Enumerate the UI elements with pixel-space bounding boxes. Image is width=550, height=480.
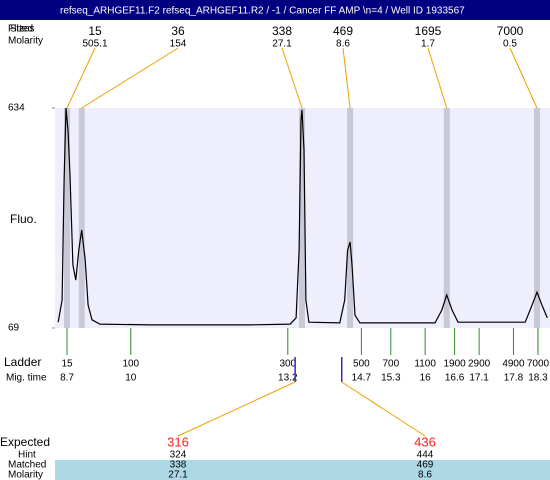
title: refseq_ARHGEF11.F2 refseq_ARHGEF11.R2 / … (60, 6, 465, 17)
peak-size: 1695 (415, 24, 442, 38)
ladder-time: 14.7 (352, 373, 372, 384)
matched-molarity: 8.6 (418, 470, 432, 480)
leader-line (509, 47, 538, 109)
peak-molarity: 1.7 (421, 39, 435, 50)
peak-molarity: 505.1 (82, 39, 107, 50)
peak-molarity: 27.1 (272, 39, 292, 50)
peak-band (443, 108, 450, 328)
leader-line (342, 47, 351, 109)
peak-size: 469 (333, 24, 353, 38)
leader-line (66, 47, 96, 109)
peak-molarity: 8.6 (336, 39, 350, 50)
y-axis-label: Fluo. (10, 212, 37, 226)
ladder-time: 16 (420, 373, 432, 384)
row-label: Matched (8, 460, 46, 471)
peak-size: 36 (171, 24, 185, 38)
row-label: Fitted (8, 24, 33, 35)
peak-size: 338 (272, 24, 292, 38)
matched-size: 338 (170, 460, 187, 471)
peak-band (78, 108, 85, 328)
ladder-size: 700 (382, 359, 399, 370)
peak-size: 15 (88, 24, 102, 38)
ladder-time: 13.2 (278, 373, 298, 384)
trace (57, 107, 548, 326)
ladder-size: 1100 (414, 359, 436, 370)
ladder-size: 4900 (502, 359, 525, 370)
ladder-size: 7000 (527, 359, 550, 370)
peak-size: 7000 (497, 24, 524, 38)
row-label: Hint (18, 450, 36, 461)
leader-line (341, 381, 426, 437)
matched-molarity: 27.1 (168, 470, 188, 480)
peak-band (299, 108, 306, 328)
title-bar (0, 0, 550, 20)
y-tick-label: 69 (8, 323, 20, 334)
row-label: Sizes (10, 24, 34, 35)
ladder-size: 1900 (443, 359, 466, 370)
table-row (55, 470, 550, 480)
expected-size: 436 (414, 434, 436, 449)
peak-band (64, 108, 71, 328)
peak-band (533, 108, 540, 328)
leader-line (427, 47, 448, 109)
ladder-time: 8.7 (60, 373, 74, 384)
ladder-time: 15.3 (381, 373, 401, 384)
row-label: Molarity (8, 470, 43, 480)
ladder-time: 10 (125, 373, 137, 384)
hint-size: 324 (170, 450, 187, 461)
y-tick-label: 634 (8, 103, 25, 114)
leader-line (81, 47, 179, 109)
ladder-size: 300 (279, 359, 296, 370)
row-label: Ladder (4, 355, 41, 369)
peak-band (347, 108, 354, 328)
row-label: Expected (0, 435, 50, 449)
ladder-size: 500 (353, 359, 370, 370)
row-label: Mig. time (6, 373, 47, 384)
ladder-time: 17.8 (504, 373, 524, 384)
peak-molarity: 0.5 (503, 39, 517, 50)
ladder-time: 16.6 (445, 373, 465, 384)
leader-line (177, 381, 296, 437)
ladder-time: 18.3 (528, 373, 548, 384)
ladder-size: 100 (122, 359, 139, 370)
row-label: Molarity (8, 36, 43, 47)
ladder-time: 17.1 (469, 373, 489, 384)
leader-line (281, 47, 303, 109)
expected-size: 316 (167, 434, 189, 449)
ladder-size: 2900 (468, 359, 491, 370)
table-row (55, 460, 550, 470)
peak-molarity: 154 (170, 39, 187, 50)
ladder-size: 15 (61, 359, 73, 370)
matched-size: 469 (417, 460, 434, 471)
hint-size: 444 (417, 450, 434, 461)
